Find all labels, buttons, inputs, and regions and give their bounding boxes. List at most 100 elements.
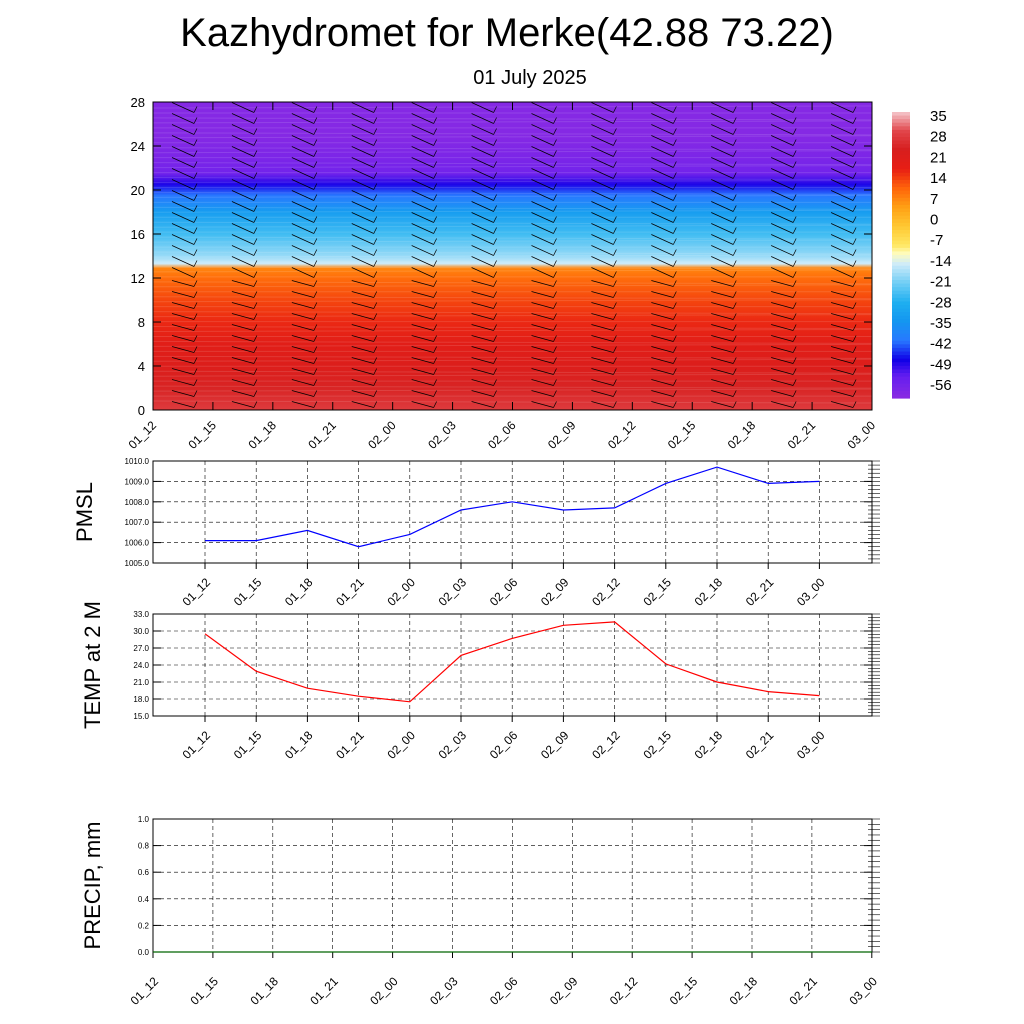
x-tick-label: 01_21 <box>305 418 339 452</box>
wind-barb-flag <box>852 260 857 267</box>
isotherm-line <box>152 340 873 344</box>
wind-barb-flag <box>732 390 737 397</box>
isotherm-line <box>152 209 873 213</box>
wind-barb <box>351 179 374 190</box>
colorbar-cell <box>892 119 910 124</box>
wind-barb <box>531 357 554 364</box>
wind-barb <box>531 302 554 309</box>
colorbar-cell <box>892 272 910 278</box>
wind-barb-flag <box>792 249 797 256</box>
wind-barb-flag <box>193 379 198 386</box>
wind-barb <box>830 291 854 298</box>
wind-barb <box>771 291 794 298</box>
wind-barb <box>771 201 794 212</box>
colorbar-cell <box>892 351 910 356</box>
wind-barb-flag <box>613 249 617 256</box>
wind-barb <box>711 212 734 223</box>
x-tick-label: 01_18 <box>247 974 281 1008</box>
wind-barb <box>591 280 614 287</box>
colorbar-cell <box>892 319 910 324</box>
wind-barb <box>711 234 734 245</box>
wind-barb <box>651 190 674 201</box>
wind-barb-flag <box>433 128 437 135</box>
wind-barb-flag <box>732 291 737 298</box>
colorbar-cell <box>892 372 910 378</box>
wind-barb <box>771 357 794 364</box>
wind-barb <box>291 212 314 223</box>
wind-barb-flag <box>553 139 557 146</box>
wind-barb-flag <box>613 291 617 298</box>
wind-barb-flag <box>313 205 318 212</box>
wind-barb <box>291 135 314 146</box>
x-tick-label: 02_06 <box>487 575 521 609</box>
wind-barb <box>531 256 554 267</box>
wind-barb-flag <box>253 368 258 375</box>
wind-barb-flag <box>373 368 378 375</box>
wind-barb <box>651 179 674 190</box>
colorbar-label: 28 <box>930 129 947 146</box>
wind-barb <box>351 379 374 386</box>
wind-barb-flag <box>553 368 557 375</box>
y-tick-label: 20 <box>131 183 145 198</box>
wind-barb-flag <box>253 150 258 157</box>
colorbar-cell <box>892 251 910 256</box>
isotherm-line <box>152 296 873 300</box>
wind-barb-flag <box>493 302 497 309</box>
wind-barb <box>351 401 374 408</box>
wind-barb <box>651 368 674 375</box>
colorbar: 35 28 21 14 7 0 -7 -14 -21 -28 -35 -42 -49 -56 <box>892 108 952 399</box>
y-tick-label: 1010.0 <box>125 457 150 466</box>
wind-barb-flag <box>792 238 797 245</box>
wind-barb-flag <box>313 172 318 179</box>
wind-barb-flag <box>493 117 497 124</box>
wind-barb <box>411 302 434 309</box>
wind-barb <box>291 256 314 267</box>
wind-barb-flag <box>792 324 797 331</box>
wind-barb <box>231 280 255 287</box>
wind-barb-flag <box>792 216 797 223</box>
isotherm-line <box>152 147 873 151</box>
colorbar-label: 14 <box>930 170 947 187</box>
colorbar-cell <box>892 229 910 235</box>
wind-barb <box>411 245 434 256</box>
wind-barb <box>830 280 854 287</box>
wind-barb-flag <box>253 302 258 309</box>
wind-barb <box>231 146 255 157</box>
x-tick-label: 02_15 <box>640 728 674 762</box>
wind-barb <box>531 401 554 408</box>
wind-barb <box>171 102 195 113</box>
wind-barb <box>351 157 374 168</box>
wind-barb <box>171 346 195 353</box>
wind-barb-flag <box>732 150 737 157</box>
wind-barb-flag <box>732 346 737 353</box>
wind-barb-flag <box>792 205 797 212</box>
wind-barb <box>291 124 314 135</box>
wind-barb <box>411 346 434 353</box>
colorbar-cell <box>892 219 910 224</box>
wind-barb <box>830 234 854 245</box>
wind-barb-flag <box>193 271 198 278</box>
isotherm-line <box>152 281 873 285</box>
wind-barb <box>171 190 195 201</box>
wind-barb-flag <box>313 401 318 408</box>
wind-barb <box>711 291 734 298</box>
wind-barb-flag <box>852 128 857 135</box>
wind-barb-flag <box>253 260 258 267</box>
wind-barb <box>711 113 734 124</box>
wind-barb <box>351 168 374 179</box>
plot-frame <box>152 460 873 564</box>
wind-barb <box>651 291 674 298</box>
wind-barb-flag <box>852 390 857 397</box>
wind-barb-flag <box>253 324 258 331</box>
wind-barb <box>830 135 854 146</box>
wind-barb <box>171 113 195 124</box>
x-tick-label: 02_00 <box>365 418 399 452</box>
wind-barb-flag <box>313 139 318 146</box>
wind-barb <box>171 401 195 408</box>
wind-barb-flag <box>792 128 797 135</box>
wind-barb <box>171 135 195 146</box>
wind-barb <box>291 291 314 298</box>
wind-barb <box>531 346 554 353</box>
colorbar-cell <box>892 244 910 249</box>
wind-barb-flag <box>313 302 318 309</box>
